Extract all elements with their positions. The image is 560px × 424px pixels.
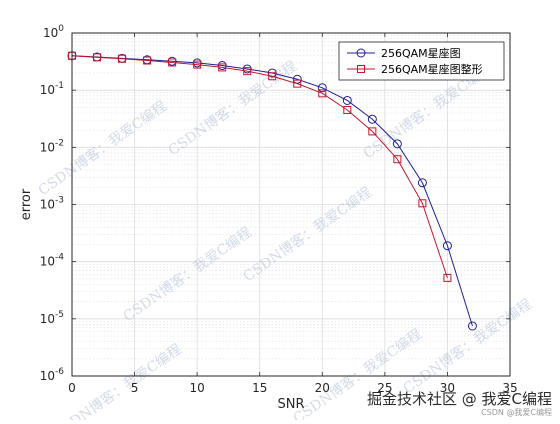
- y-tick-label: 10-6: [40, 367, 65, 383]
- series-line: [71, 55, 448, 279]
- x-tick-label: 0: [68, 381, 76, 395]
- data-point-square: [443, 273, 452, 282]
- minor-grid: [72, 35, 510, 360]
- x-tick-label: 35: [502, 381, 517, 395]
- data-point-square: [293, 79, 302, 88]
- data-point-circle: [342, 95, 352, 105]
- x-tick-label: 15: [252, 381, 267, 395]
- x-tick-labels: 0 5 10 15 20 25 30 35: [68, 381, 517, 395]
- y-tick-label: 10-3: [40, 196, 64, 212]
- legend-marker-circle: [356, 48, 366, 58]
- y-tick-labels: 10-6 10-5 10-4 10-3 10-2 10-1 100: [40, 24, 65, 383]
- x-tick-label: 10: [190, 381, 205, 395]
- x-tick-label: 25: [377, 381, 392, 395]
- data-point-square: [118, 54, 127, 63]
- data-point-square: [218, 63, 227, 72]
- data-point-square: [368, 127, 377, 136]
- x-tick-label: 20: [315, 381, 330, 395]
- data-point-square: [318, 89, 327, 98]
- legend-label: 256QAM星座图整形: [381, 62, 483, 76]
- legend-label: 256QAM星座图: [381, 46, 461, 60]
- data-point-square: [243, 67, 252, 76]
- data-point-circle: [392, 139, 402, 149]
- series-2: [68, 51, 452, 282]
- x-tick-label: 5: [131, 381, 139, 395]
- legend: 256QAM星座图 256QAM星座图整形: [338, 41, 505, 81]
- data-point-circle: [442, 241, 452, 251]
- data-point-circle: [367, 114, 377, 124]
- x-axis-label: SNR: [277, 397, 304, 412]
- data-point-square: [393, 155, 402, 164]
- data-point-square: [93, 53, 102, 62]
- data-point-square: [268, 72, 277, 81]
- data-point-circle: [417, 178, 427, 188]
- x-tick-label: 30: [440, 381, 455, 395]
- y-tick-label: 10-2: [40, 138, 64, 154]
- data-point-square: [418, 199, 427, 208]
- data-point-square: [193, 60, 202, 69]
- y-tick-label: 10-5: [40, 310, 64, 326]
- series-layer: [67, 51, 477, 331]
- y-tick-label: 10-1: [40, 81, 64, 97]
- y-axis-label: error: [19, 188, 34, 220]
- data-point-circle: [317, 83, 327, 93]
- data-point-square: [168, 58, 177, 67]
- legend-box: [338, 41, 505, 81]
- legend-marker-square: [357, 65, 365, 73]
- data-point-square: [143, 56, 152, 65]
- footer-watermark: 掘金技术社区 @ 我爱C编程: [367, 390, 552, 408]
- y-tick-label: 100: [43, 24, 64, 40]
- y-tick-label: 10-4: [40, 253, 65, 269]
- data-point-square: [343, 105, 352, 114]
- data-point-circle: [467, 321, 477, 331]
- axis-ticks: [71, 32, 511, 377]
- footer-watermark-small: CSDN @我爱C编程: [481, 407, 552, 417]
